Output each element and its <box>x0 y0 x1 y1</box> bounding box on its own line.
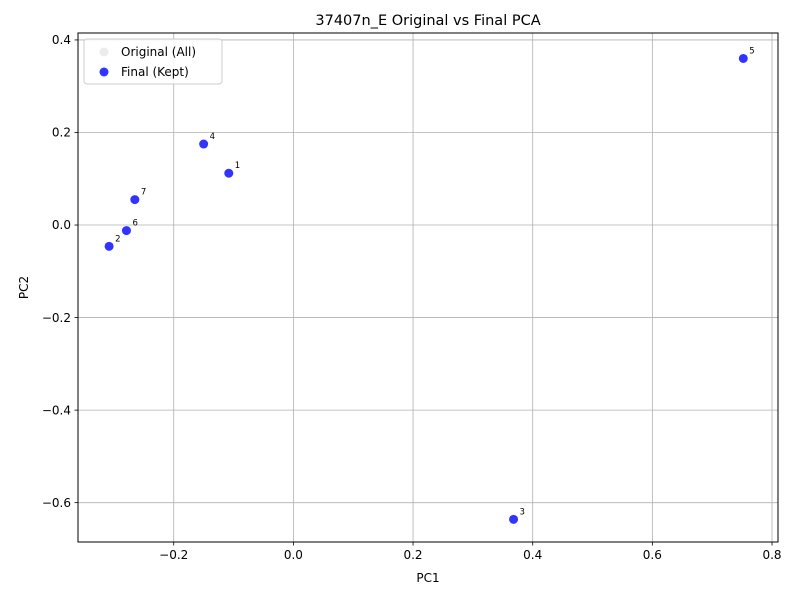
plot-frame <box>77 32 779 543</box>
axis-ticks: −0.2 0.0 0.2 0.4 0.6 0.8 −0.6 −0.4 −0.2 0.0 0.2 0.4 <box>42 33 782 562</box>
data-point <box>738 53 748 63</box>
x-tick-label: 0.4 <box>523 548 542 562</box>
data-point <box>224 168 234 178</box>
y-tick-label: −0.4 <box>42 403 71 417</box>
point-labels: 1 2 3 4 5 6 7 <box>115 46 755 517</box>
legend-entry-label: Final (Kept) <box>121 65 189 79</box>
legend-marker <box>99 47 109 57</box>
x-tick-label: 0.0 <box>284 548 303 562</box>
point-label: 1 <box>235 161 240 171</box>
point-label: 6 <box>132 219 137 229</box>
legend: Original (All) Final (Kept) <box>83 38 223 85</box>
y-tick-label: −0.2 <box>42 311 71 325</box>
data-point <box>509 514 519 524</box>
point-label: 3 <box>520 507 525 517</box>
data-point <box>121 226 131 236</box>
y-tick-label: 0.2 <box>52 126 71 140</box>
x-tick-label: −0.2 <box>159 548 188 562</box>
data-point <box>130 195 140 205</box>
x-axis-title: PC1 <box>416 571 439 585</box>
x-tick-label: 0.8 <box>762 548 781 562</box>
point-label: 2 <box>115 234 120 244</box>
data-points <box>104 53 748 524</box>
point-label: 5 <box>749 46 754 56</box>
point-label: 4 <box>210 132 215 142</box>
y-tick-label: 0.4 <box>52 33 71 47</box>
x-tick-label: 0.6 <box>643 548 662 562</box>
data-point <box>199 139 209 149</box>
y-tick-label: 0.0 <box>52 218 71 232</box>
point-label: 7 <box>141 188 146 198</box>
y-tick-label: −0.6 <box>42 496 71 510</box>
legend-box <box>83 38 223 85</box>
legend-marker <box>99 67 109 77</box>
y-axis-title: PC2 <box>17 276 31 299</box>
legend-entry-label: Original (All) <box>121 45 196 59</box>
data-point <box>104 241 114 251</box>
chart-title: 37407n_E Original vs Final PCA <box>315 13 540 29</box>
x-tick-label: 0.2 <box>403 548 422 562</box>
